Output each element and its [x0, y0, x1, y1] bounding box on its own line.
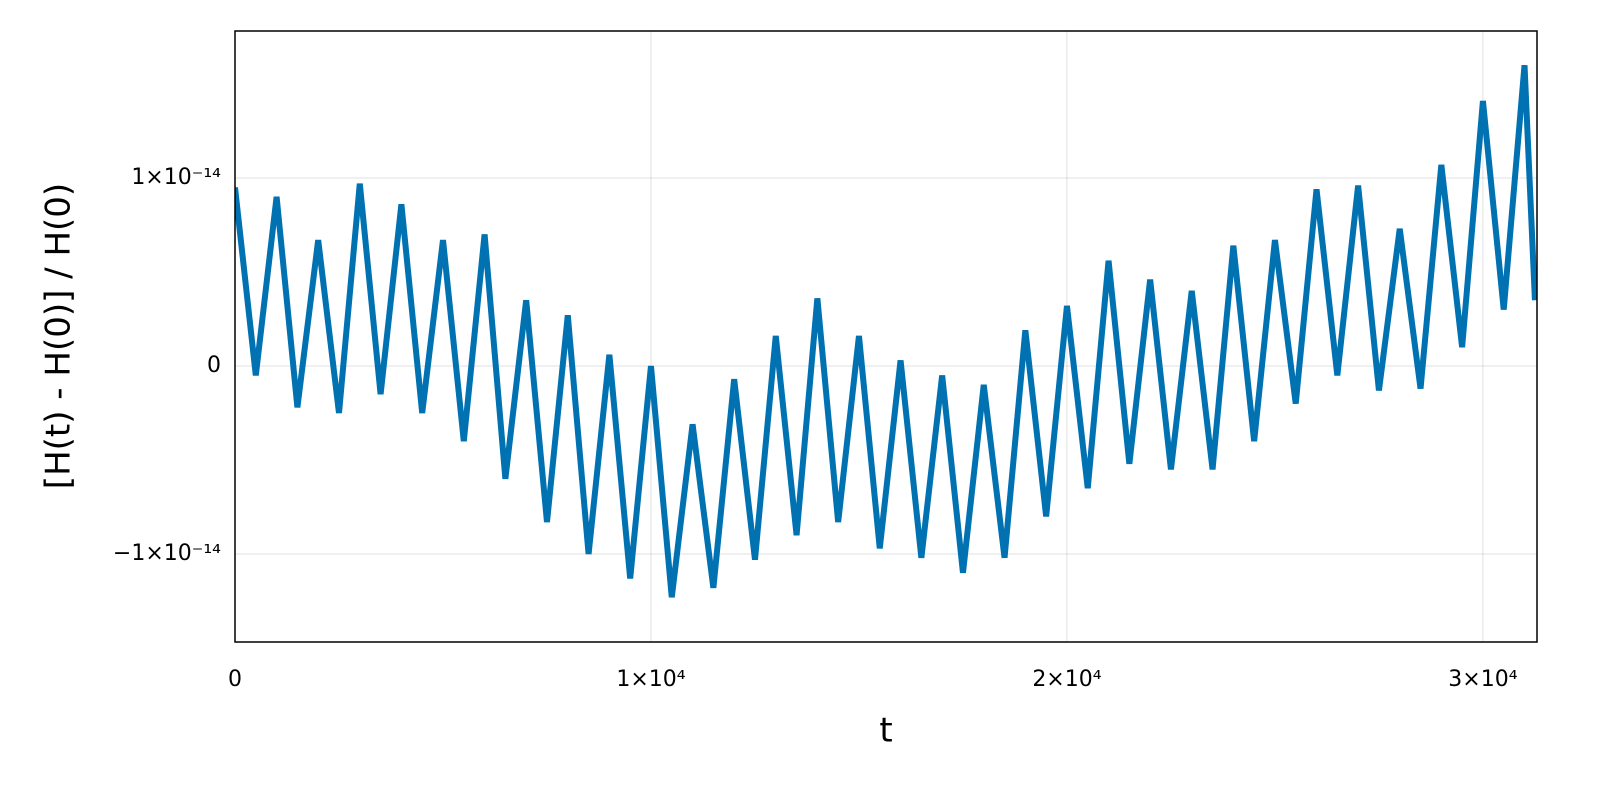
y-tick-label: 1×10⁻¹⁴: [131, 165, 221, 190]
x-tick-label: 2×10⁴: [1032, 667, 1101, 692]
y-tick-label: −1×10⁻¹⁴: [113, 541, 221, 566]
data-line: [235, 64, 1537, 598]
plot-frame: [234, 30, 1538, 643]
x-tick-label: 0: [228, 667, 242, 692]
y-tick-label: 0: [207, 353, 221, 378]
x-tick-label: 1×10⁴: [616, 667, 685, 692]
x-tick-label: 3×10⁴: [1448, 667, 1517, 692]
y-axis-label: [H(t) - H(0)] / H(0): [39, 183, 79, 489]
x-axis-label: t: [879, 711, 892, 751]
